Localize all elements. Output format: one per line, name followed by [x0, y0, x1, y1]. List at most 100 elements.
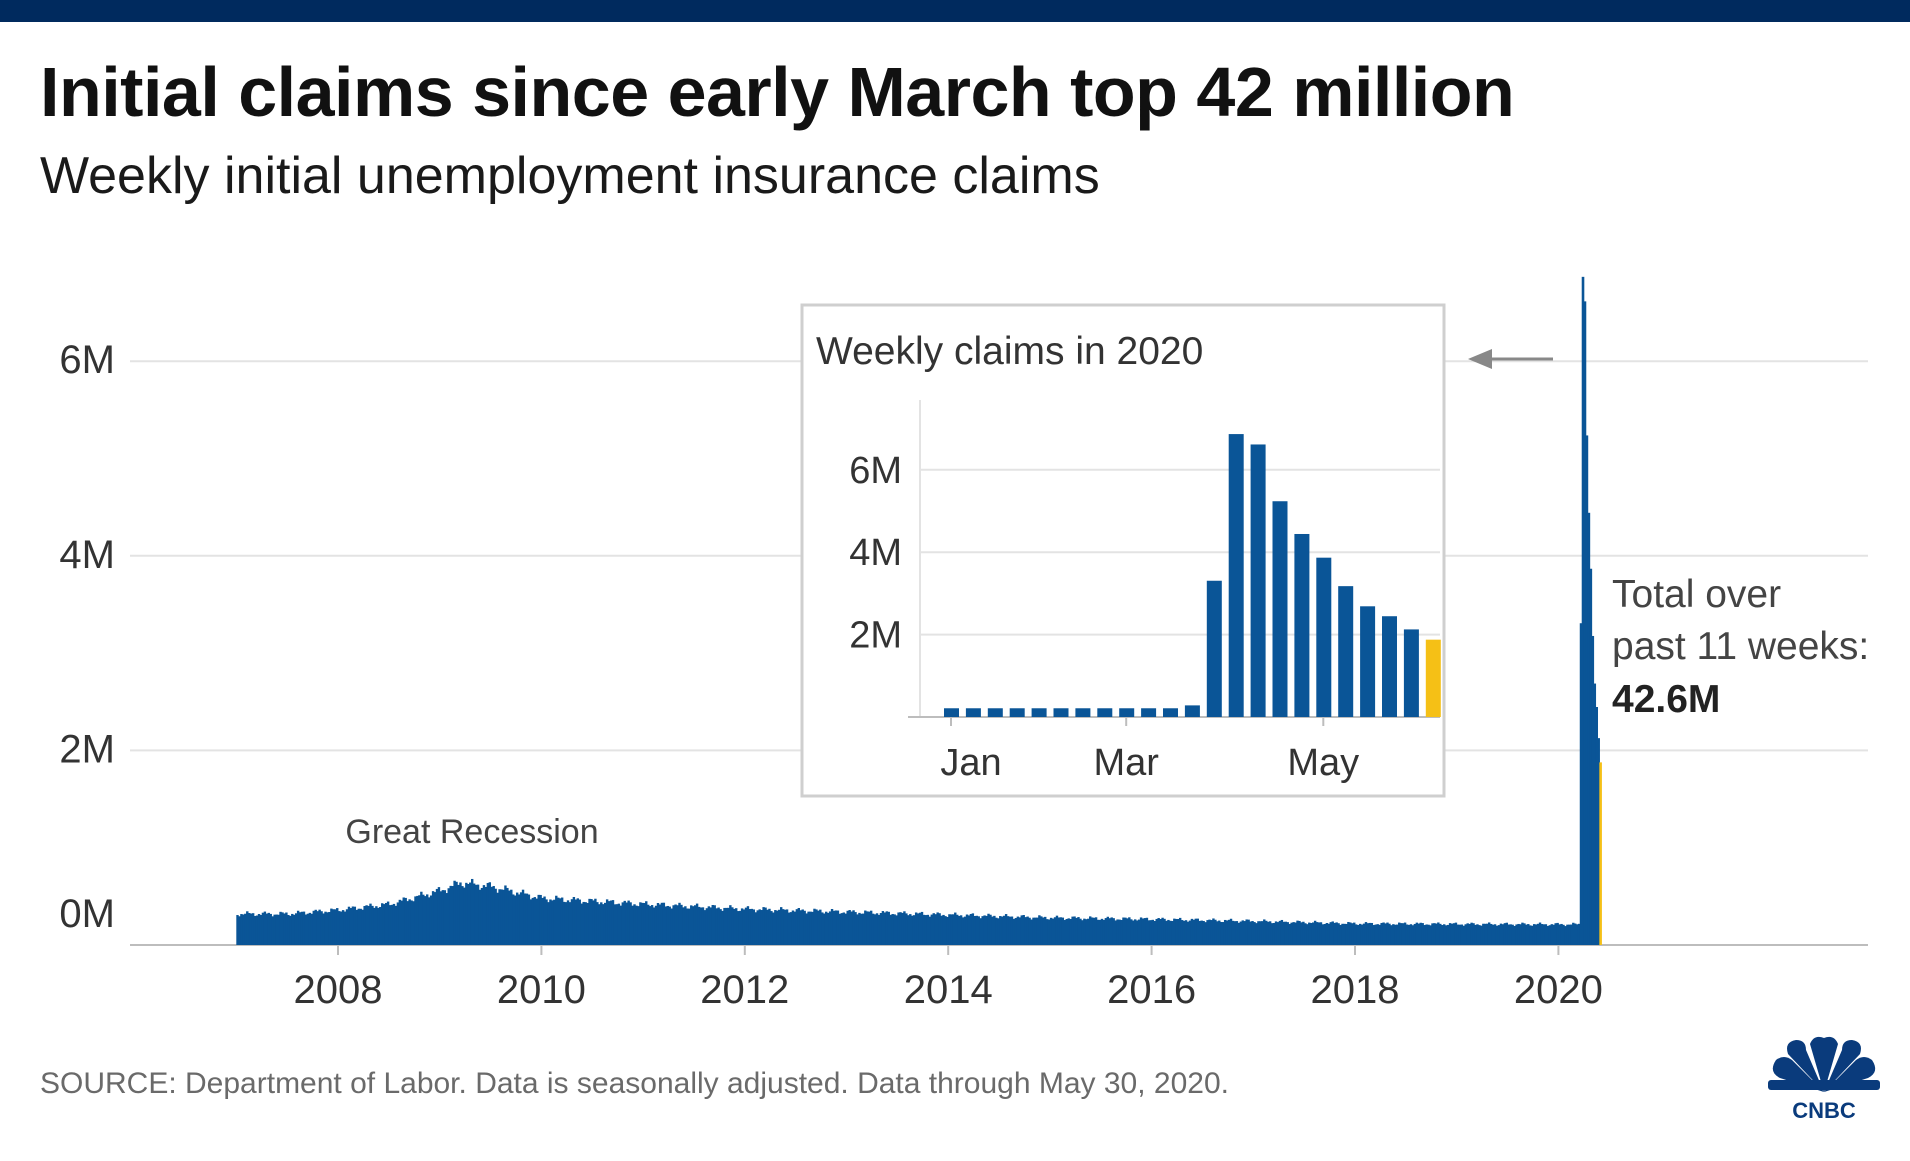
weekly-bar — [866, 911, 869, 945]
weekly-bar — [504, 885, 507, 945]
weekly-bar — [959, 915, 963, 945]
weekly-bar — [341, 910, 345, 945]
weekly-bar — [492, 886, 495, 945]
weekly-bar — [1167, 919, 1170, 945]
inset-bar — [987, 708, 1003, 717]
weekly-bar — [1161, 917, 1164, 945]
weekly-bar — [1045, 919, 1049, 945]
weekly-bar — [422, 894, 425, 945]
weekly-bar — [766, 909, 769, 945]
weekly-bar — [1106, 916, 1110, 945]
weekly-bar — [244, 913, 247, 945]
weekly-bar — [269, 913, 272, 945]
weekly-bar — [500, 889, 503, 945]
weekly-bar — [682, 907, 685, 945]
covid-week-bar — [1593, 683, 1597, 945]
weekly-bar — [238, 916, 241, 945]
weekly-bar — [1382, 922, 1385, 945]
weekly-bar — [1423, 925, 1426, 945]
inset-bar — [1119, 708, 1135, 717]
weekly-bar — [879, 913, 883, 945]
weekly-bar — [1407, 924, 1411, 945]
weekly-bar — [1421, 923, 1424, 945]
weekly-bar — [1018, 917, 1022, 945]
weekly-bar — [1507, 924, 1510, 945]
weekly-bar — [355, 909, 359, 945]
weekly-bar — [263, 911, 267, 945]
weekly-bar — [871, 913, 875, 945]
weekly-bar — [670, 908, 673, 945]
weekly-bar — [963, 916, 967, 945]
weekly-bar — [1196, 918, 1199, 945]
weekly-bar — [940, 915, 943, 945]
weekly-bar — [1405, 924, 1409, 945]
weekly-bar — [1362, 923, 1366, 945]
weekly-bar — [1335, 922, 1338, 945]
weekly-bar — [439, 891, 443, 945]
weekly-bar — [1505, 922, 1508, 945]
weekly-bar — [848, 910, 851, 945]
weekly-bar — [594, 898, 597, 945]
weekly-bar — [572, 896, 576, 945]
weekly-bar — [856, 914, 859, 945]
weekly-bar — [1090, 917, 1094, 945]
weekly-bar — [334, 909, 337, 945]
weekly-bar — [785, 909, 789, 945]
weekly-bar — [1139, 917, 1143, 945]
annotation-total: Total over past 11 weeks: 42.6M — [1612, 573, 1869, 721]
weekly-bar — [688, 908, 691, 945]
weekly-bar — [367, 905, 370, 945]
weekly-bar — [1327, 923, 1331, 945]
weekly-bar — [799, 910, 802, 945]
inset-bar — [1053, 708, 1069, 717]
weekly-bar — [830, 908, 834, 945]
weekly-bar — [1351, 923, 1354, 945]
weekly-bar — [265, 913, 269, 945]
weekly-bar — [326, 912, 329, 945]
weekly-bar — [443, 890, 447, 945]
weekly-bar — [1010, 916, 1014, 945]
weekly-bar — [995, 917, 998, 945]
weekly-bar — [1311, 922, 1315, 945]
weekly-bar — [1169, 920, 1172, 945]
weekly-bar — [729, 905, 732, 945]
weekly-bar — [502, 889, 505, 945]
weekly-bar — [1538, 922, 1542, 945]
weekly-bar — [1474, 924, 1477, 945]
weekly-bar — [392, 903, 396, 945]
weekly-bar — [472, 883, 476, 945]
weekly-bar — [1398, 922, 1401, 945]
weekly-bar — [1059, 917, 1063, 945]
inset-x-tick-label: May — [1287, 742, 1359, 784]
weekly-bar — [1210, 920, 1213, 945]
weekly-bar — [1313, 920, 1317, 945]
weekly-bar — [1323, 923, 1327, 945]
weekly-bar — [1147, 920, 1151, 945]
weekly-bar — [852, 910, 855, 945]
weekly-bar — [699, 907, 703, 945]
weekly-bar — [778, 909, 781, 945]
weekly-bar — [1044, 916, 1047, 945]
inset-title: Weekly claims in 2020 — [816, 330, 1203, 373]
weekly-bar — [740, 908, 744, 945]
weekly-bar — [903, 911, 906, 945]
weekly-bar — [909, 914, 912, 945]
weekly-bar — [281, 912, 284, 945]
weekly-bar — [1212, 918, 1215, 945]
weekly-bar — [386, 901, 390, 945]
weekly-bar — [1069, 918, 1072, 945]
weekly-bar — [236, 915, 239, 945]
weekly-bar — [562, 901, 566, 945]
weekly-bar — [381, 903, 384, 945]
weekly-bar — [1194, 918, 1198, 945]
weekly-bar — [588, 898, 591, 945]
weekly-bar — [1564, 926, 1567, 945]
weekly-bar — [897, 912, 900, 945]
inset-bar — [1075, 708, 1091, 717]
weekly-bar — [414, 896, 417, 945]
covid-week-bar — [1587, 512, 1591, 945]
weekly-bar — [1114, 920, 1117, 945]
x-tick-label: 2010 — [497, 968, 586, 1012]
weekly-bar — [1552, 924, 1555, 945]
weekly-bar — [1556, 922, 1559, 945]
